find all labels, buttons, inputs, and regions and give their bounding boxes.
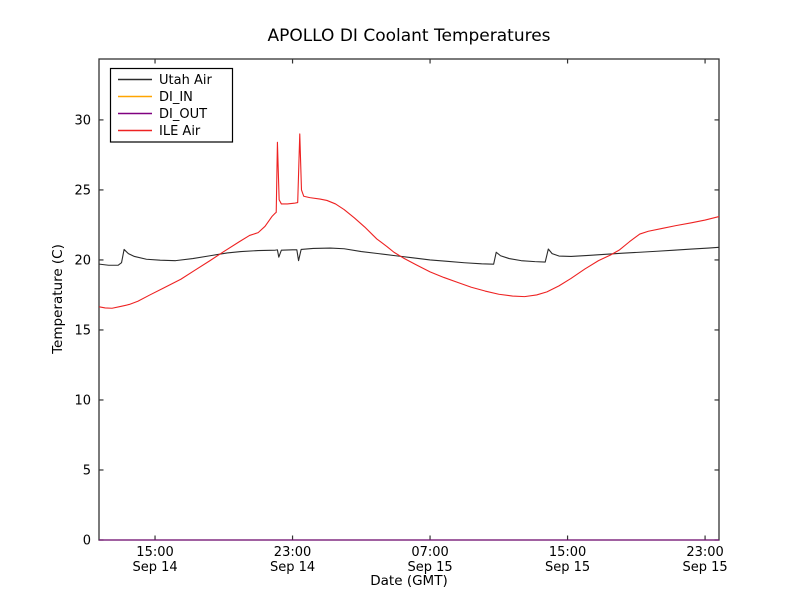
chart-title: APOLLO DI Coolant Temperatures (267, 26, 550, 46)
x-tick-time-label: 23:00 (274, 545, 311, 560)
x-tick-time-label: 23:00 (686, 545, 723, 560)
y-tick-label: 10 (74, 393, 91, 408)
x-tick-time-label: 15:00 (549, 545, 586, 560)
x-tick-date-label: Sep 15 (545, 560, 590, 575)
x-tick-date-label: Sep 15 (682, 560, 727, 575)
x-tick-date-label: Sep 15 (407, 560, 452, 575)
legend: Utah Air DI_IN DI_OUT ILE Air (109, 67, 234, 143)
y-tick-label: 30 (74, 113, 91, 128)
series-lines (99, 133, 720, 541)
y-tick-label: 5 (83, 463, 91, 478)
y-axis-label: Temperature (C) (50, 244, 66, 355)
x-tick-date-label: Sep 14 (270, 560, 315, 575)
series-line-utah-air (99, 246, 720, 266)
y-tick-label: 15 (74, 323, 91, 338)
x-axis-label: Date (GMT) (370, 573, 447, 589)
legend-box (109, 67, 234, 143)
y-tick-label: 0 (83, 534, 91, 549)
x-tick-time-label: 15:00 (136, 545, 173, 560)
x-tick-time-label: 07:00 (411, 545, 448, 560)
x-tick-date-label: Sep 14 (132, 560, 177, 575)
legend-label-di-out: DI_OUT (159, 107, 207, 122)
y-tick-label: 20 (74, 253, 91, 268)
legend-label-ile-air: ILE Air (159, 124, 201, 139)
legend-label-di-in: DI_IN (159, 90, 193, 105)
legend-label-utah-air: Utah Air (159, 73, 212, 88)
series-line-ile-air (99, 133, 720, 309)
y-tick-label: 25 (74, 183, 91, 198)
